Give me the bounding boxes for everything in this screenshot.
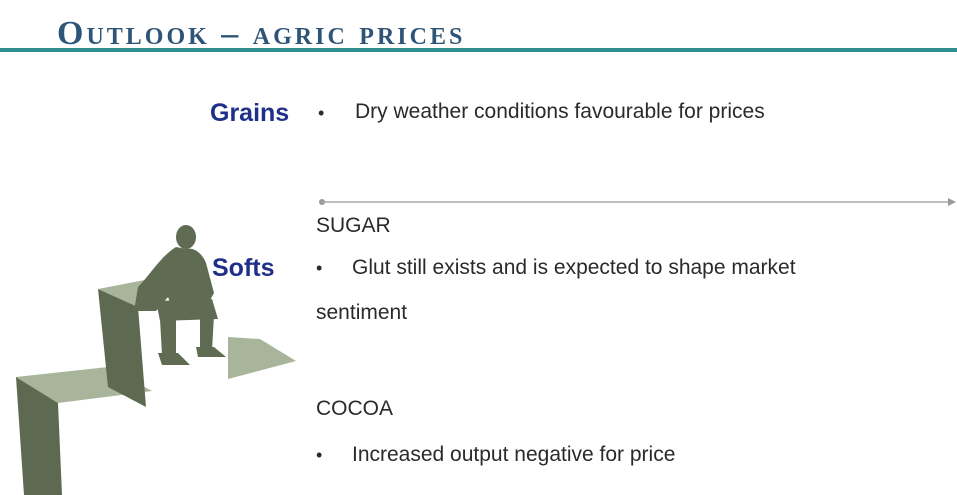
grains-text: Dry weather conditions favourable for pr… [355, 100, 765, 123]
section-divider-arrow [319, 198, 956, 206]
cocoa-bullet: • [316, 445, 323, 465]
grains-label: Grains [210, 99, 290, 127]
sugar-text-line2: sentiment [316, 301, 408, 324]
sugar-bullet: • [316, 258, 323, 278]
grains-bullet: • [318, 103, 325, 123]
slide-title: Outlook – agric prices [57, 15, 466, 52]
title-rule [0, 48, 957, 52]
thinking-man-on-steps-icon [16, 225, 296, 495]
sugar-text-line1: Glut still exists and is expected to sha… [352, 256, 796, 279]
sugar-heading: SUGAR [316, 214, 391, 237]
cocoa-text: Increased output negative for price [352, 443, 676, 466]
cocoa-heading: COCOA [316, 397, 394, 420]
softs-label: Softs [212, 254, 275, 282]
